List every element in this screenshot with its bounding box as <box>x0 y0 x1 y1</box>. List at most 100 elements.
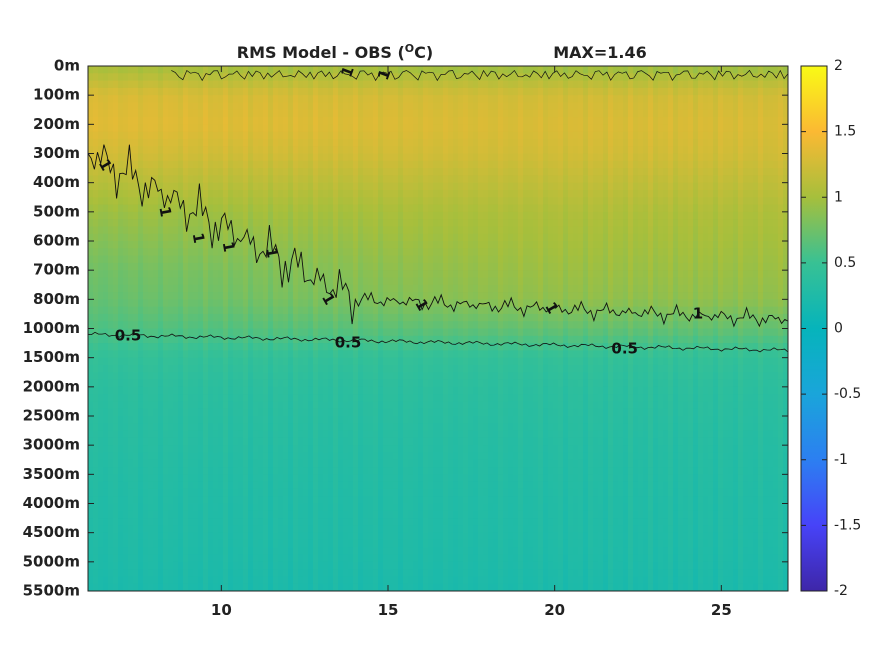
heatmap-cell <box>143 219 149 228</box>
heatmap-cell <box>108 547 114 556</box>
heatmap-cell <box>378 496 384 505</box>
heatmap-cell <box>163 539 169 548</box>
heatmap-cell <box>368 445 374 454</box>
heatmap-cell <box>183 496 189 505</box>
heatmap-cell <box>278 364 284 373</box>
heatmap-cell <box>273 532 279 541</box>
heatmap-cell <box>268 488 274 497</box>
heatmap-cell <box>253 313 259 322</box>
heatmap-cell <box>108 80 114 89</box>
heatmap-cell <box>398 233 404 242</box>
heatmap-cell <box>273 437 279 446</box>
heatmap-cell <box>373 197 379 206</box>
heatmap-cell <box>188 569 194 578</box>
heatmap-cell <box>368 131 374 140</box>
heatmap-cell <box>93 452 99 461</box>
heatmap-cell <box>328 117 334 125</box>
heatmap-cell <box>238 459 244 468</box>
heatmap-cell <box>288 204 294 213</box>
heatmap-cell <box>133 335 139 344</box>
heatmap-cell <box>208 525 214 534</box>
heatmap-cell <box>103 138 109 147</box>
heatmap-cell <box>108 160 114 169</box>
heatmap-cell <box>228 474 234 483</box>
heatmap-cell <box>303 160 309 169</box>
heatmap-cell <box>408 262 414 271</box>
heatmap-cell <box>118 87 124 96</box>
heatmap-cell <box>228 561 234 570</box>
heatmap-cell <box>353 569 359 578</box>
heatmap-cell <box>248 189 254 198</box>
heatmap-cell <box>228 488 234 497</box>
heatmap-cell <box>328 284 334 293</box>
heatmap-cell <box>353 87 359 96</box>
heatmap-cell <box>138 306 144 315</box>
heatmap-cell <box>108 416 114 424</box>
heatmap-cell <box>103 109 109 118</box>
heatmap-cell <box>258 518 264 526</box>
heatmap-cell <box>173 518 179 526</box>
heatmap-cell <box>88 401 94 410</box>
heatmap-cell <box>143 459 149 468</box>
heatmap-cell <box>313 204 319 213</box>
heatmap-cell <box>193 350 199 359</box>
heatmap-cell <box>298 488 304 497</box>
heatmap-cell <box>178 80 184 89</box>
heatmap-cell <box>408 350 414 359</box>
heatmap-cell <box>388 117 394 125</box>
heatmap-cell <box>418 211 424 220</box>
heatmap-cell <box>173 299 179 308</box>
heatmap-cell <box>158 518 164 526</box>
heatmap-cell <box>173 510 179 519</box>
heatmap-cell <box>423 233 429 242</box>
heatmap-cell <box>418 313 424 322</box>
heatmap-cell <box>258 80 264 89</box>
heatmap-cell <box>253 204 259 213</box>
heatmap-cell <box>123 394 129 403</box>
heatmap-cell <box>233 168 239 176</box>
heatmap-cell <box>118 160 124 169</box>
heatmap-cell <box>288 131 294 140</box>
heatmap-cell <box>308 233 314 242</box>
heatmap-cell <box>163 437 169 446</box>
heatmap-cell <box>428 233 434 242</box>
heatmap-cell <box>408 138 414 147</box>
heatmap-cell <box>228 452 234 461</box>
heatmap-cell <box>403 262 409 271</box>
heatmap-cell <box>248 481 254 490</box>
heatmap-cell <box>428 503 434 512</box>
heatmap-cell <box>308 321 314 330</box>
heatmap-cell <box>338 211 344 220</box>
heatmap-cell <box>308 241 314 249</box>
heatmap-cell <box>178 583 184 591</box>
heatmap-cell <box>243 189 249 198</box>
heatmap-cell <box>213 117 219 125</box>
heatmap-cell <box>88 313 94 322</box>
heatmap-cell <box>263 292 269 300</box>
heatmap-cell <box>408 182 414 191</box>
heatmap-cell <box>283 219 289 228</box>
heatmap-cell <box>233 525 239 534</box>
heatmap-cell <box>303 292 309 300</box>
heatmap-cell <box>93 430 99 439</box>
heatmap-cell <box>268 343 274 351</box>
heatmap-cell <box>313 117 319 125</box>
heatmap-cell <box>213 554 219 563</box>
heatmap-cell <box>248 437 254 446</box>
heatmap-cell <box>133 175 139 184</box>
heatmap-cell <box>383 343 389 351</box>
heatmap-cell <box>348 401 354 410</box>
heatmap-cell <box>348 146 354 155</box>
heatmap-cell <box>103 66 109 74</box>
heatmap-cell <box>323 569 329 578</box>
heatmap-cell <box>213 175 219 184</box>
heatmap-cell <box>143 255 149 264</box>
heatmap-cell <box>103 204 109 213</box>
heatmap-cell <box>238 95 244 104</box>
heatmap-cell <box>373 423 379 432</box>
heatmap-cell <box>368 182 374 191</box>
heatmap-cell <box>133 262 139 271</box>
heatmap-cell <box>308 153 314 162</box>
heatmap-cell <box>173 423 179 432</box>
heatmap-cell <box>178 430 184 439</box>
